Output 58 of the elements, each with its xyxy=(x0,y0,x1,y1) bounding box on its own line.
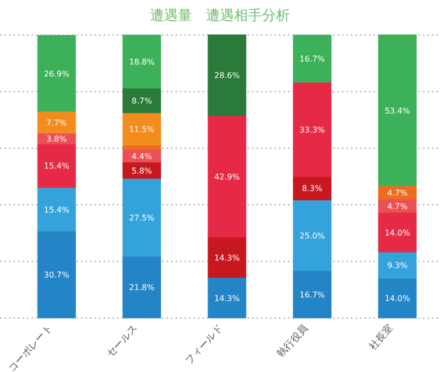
bar xyxy=(292,200,332,271)
data-label: 15.4% xyxy=(44,205,70,214)
data-label: 25.0% xyxy=(299,231,326,240)
chart-title: 遭遇量 遭遇相手分析 xyxy=(150,8,290,24)
bar xyxy=(378,278,417,318)
bar xyxy=(122,256,162,318)
bar xyxy=(37,187,76,232)
x-tick-label: フィールド xyxy=(184,322,226,368)
data-label: 14.0% xyxy=(384,294,410,304)
data-label: 28.6% xyxy=(214,71,240,80)
data-label: 3.8% xyxy=(46,134,68,144)
bar xyxy=(37,144,76,188)
bar xyxy=(208,34,246,116)
data-label: 21.8% xyxy=(129,283,155,292)
bar xyxy=(208,236,246,278)
bar xyxy=(37,35,76,112)
data-label: 18.8% xyxy=(129,58,155,67)
bar xyxy=(122,145,162,150)
data-label: 14.0% xyxy=(384,228,410,238)
data-label: 5.8% xyxy=(132,166,152,176)
bar xyxy=(292,34,332,83)
x-tick-label: コーポレート xyxy=(6,322,55,372)
data-label: 53.4% xyxy=(384,106,410,116)
data-label: 15.4% xyxy=(44,162,70,171)
data-label: 4.7% xyxy=(387,188,408,198)
bar xyxy=(122,178,162,257)
bar xyxy=(292,270,332,318)
bar xyxy=(378,34,417,186)
data-label: 16.7% xyxy=(299,290,326,300)
data-label: 27.5% xyxy=(129,213,155,222)
data-label: 14.3% xyxy=(214,294,240,303)
bar xyxy=(37,111,76,134)
bar xyxy=(378,252,417,279)
data-label: 30.7% xyxy=(44,270,70,280)
x-tick-label: セールス xyxy=(105,322,140,360)
data-label: 7.7% xyxy=(46,118,68,128)
data-label: 9.3% xyxy=(387,261,408,270)
data-label: 14.3% xyxy=(214,253,240,262)
bar xyxy=(208,115,246,238)
data-label: 42.9% xyxy=(214,172,240,182)
data-label: 4.4% xyxy=(132,152,152,161)
bar xyxy=(378,212,417,252)
bar xyxy=(122,88,162,114)
x-tick-label: 執行役員 xyxy=(274,322,310,360)
bar xyxy=(37,230,76,318)
data-label: 11.5% xyxy=(129,125,155,134)
data-label: 8.3% xyxy=(302,184,323,194)
data-label: 16.7% xyxy=(299,54,326,64)
bar xyxy=(122,112,162,146)
data-label: 26.9% xyxy=(44,69,70,78)
bar xyxy=(208,277,246,318)
x-tick-label: 社長室 xyxy=(366,322,396,352)
bar xyxy=(122,34,162,88)
bar xyxy=(292,82,332,177)
bar xyxy=(292,176,332,200)
data-label: 33.3% xyxy=(299,125,326,134)
data-label: 4.7% xyxy=(387,202,408,211)
data-label: 8.7% xyxy=(132,96,152,106)
